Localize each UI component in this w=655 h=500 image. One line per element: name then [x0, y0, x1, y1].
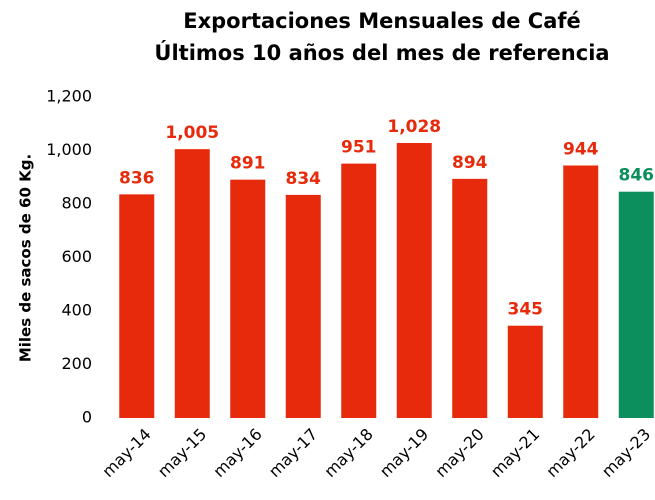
x-tick-label: may-19	[376, 425, 432, 481]
value-label: 1,028	[387, 117, 441, 137]
y-tick-label: 200	[61, 354, 92, 373]
value-label: 951	[341, 138, 377, 158]
value-label: 944	[563, 139, 599, 159]
y-tick-label: 1,000	[46, 140, 92, 159]
value-label: 345	[508, 300, 544, 320]
value-label: 894	[452, 153, 488, 173]
bar	[174, 149, 210, 418]
bar	[230, 179, 266, 418]
bar	[618, 191, 654, 418]
x-tick-label: may-18	[320, 425, 376, 481]
value-label: 834	[286, 169, 322, 189]
y-tick-label: 0	[82, 408, 92, 427]
x-tick-label: may-21	[487, 425, 543, 481]
y-tick-label: 800	[61, 194, 92, 213]
bar	[563, 165, 599, 418]
x-tick-label: may-20	[431, 425, 487, 481]
x-tick-label: may-15	[154, 425, 210, 481]
bar	[507, 325, 543, 418]
y-tick-label: 400	[61, 301, 92, 320]
x-tick-label: may-23	[598, 425, 654, 481]
value-label: 891	[230, 154, 266, 174]
value-label: 846	[619, 166, 655, 186]
y-axis-label: Miles de sacos de 60 Kg.	[17, 154, 35, 362]
x-tick-label: may-17	[265, 425, 321, 481]
bar	[396, 143, 432, 418]
y-tick-label: 600	[61, 247, 92, 266]
value-label: 836	[119, 168, 155, 188]
bar	[285, 194, 321, 418]
bar	[119, 194, 155, 418]
y-tick-label: 1,200	[46, 87, 92, 106]
x-tick-label: may-16	[209, 425, 265, 481]
chart-title: Exportaciones Mensuales de Café	[183, 9, 581, 33]
x-tick-label: may-22	[542, 425, 598, 481]
bar	[452, 178, 488, 418]
value-label: 1,005	[165, 123, 219, 143]
chart-subtitle: Últimos 10 años del mes de referencia	[154, 40, 609, 65]
bar	[341, 163, 377, 418]
x-tick-label: may-14	[98, 425, 154, 481]
